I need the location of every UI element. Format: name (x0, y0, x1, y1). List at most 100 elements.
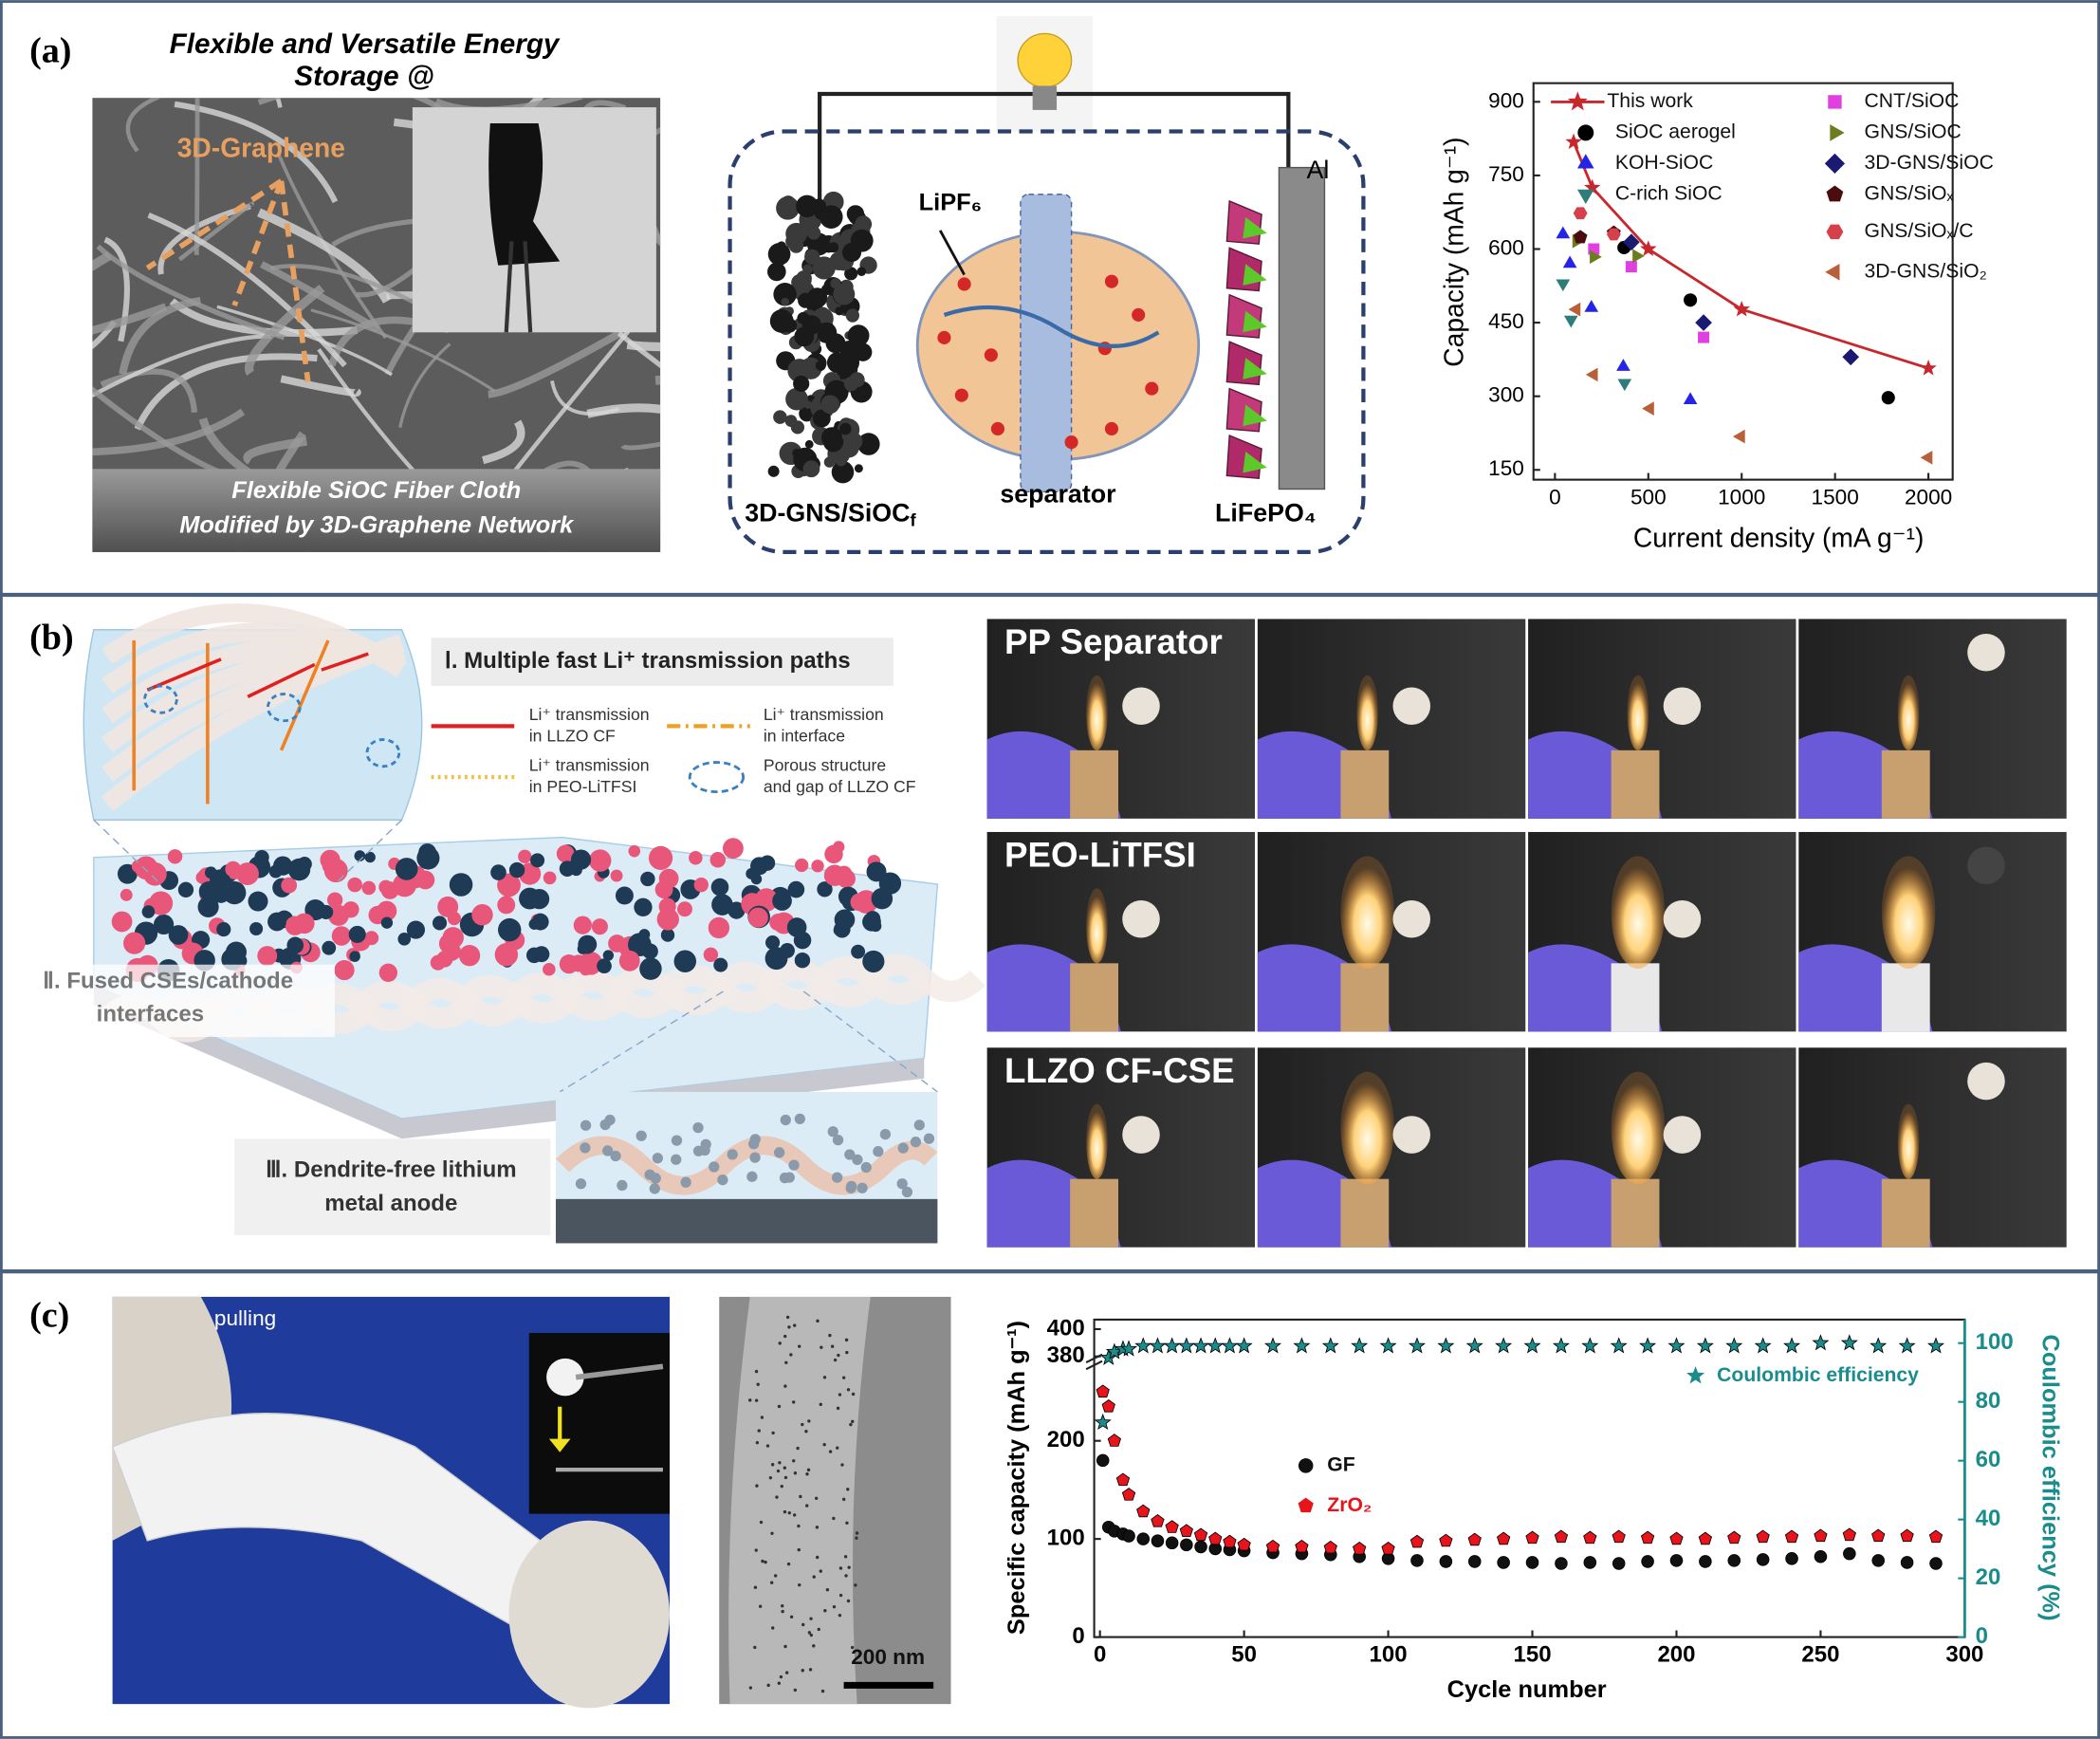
lighter (1070, 1178, 1119, 1248)
separator (1020, 194, 1073, 493)
anode-label-sub: f (911, 509, 917, 529)
caption: Flexible SiOC Fiber Cloth (231, 477, 521, 504)
pore (771, 1626, 775, 1630)
ion (984, 348, 998, 362)
particle (640, 871, 655, 887)
particle (852, 1154, 863, 1166)
data-point (1163, 1337, 1181, 1354)
x-tick-label: 100 (1370, 1642, 1408, 1668)
data-point (1812, 1334, 1830, 1351)
data-point (1563, 315, 1578, 328)
particle (788, 1159, 800, 1171)
particle (397, 932, 412, 946)
heading-box (431, 638, 893, 687)
pore (787, 1510, 791, 1515)
particle (111, 911, 133, 933)
legend-marker (1828, 95, 1842, 109)
pore (783, 1466, 787, 1470)
particle (723, 838, 744, 860)
pore (845, 1521, 849, 1525)
particle (709, 852, 727, 868)
particle (787, 880, 805, 898)
crystal (1243, 264, 1267, 286)
data-point (1439, 1555, 1453, 1568)
particle (710, 878, 729, 897)
particle (559, 954, 579, 974)
anode-flake (815, 360, 826, 371)
data-point (1698, 331, 1710, 343)
flame (1627, 675, 1649, 750)
particle (833, 841, 845, 853)
particle (578, 934, 598, 954)
pore (754, 1398, 759, 1402)
fiber-body (728, 1296, 871, 1705)
data-point (1756, 1553, 1770, 1566)
pore (783, 1509, 787, 1514)
fiber (482, 419, 525, 465)
particle (573, 916, 592, 934)
particle (692, 1145, 705, 1156)
zoom-line (334, 819, 403, 885)
panel-label: (b) (29, 618, 74, 657)
wire (1057, 91, 1291, 175)
pore (823, 1609, 827, 1613)
ion (937, 330, 951, 344)
particle (580, 1142, 591, 1154)
pore (832, 1604, 837, 1609)
pore (817, 1627, 820, 1632)
particle (786, 917, 807, 937)
particle (759, 855, 776, 871)
particle (749, 1152, 761, 1163)
particle (833, 924, 845, 936)
sample-disc (1122, 899, 1160, 938)
data-point (1814, 1528, 1828, 1543)
data-point (1565, 133, 1582, 150)
pore (748, 1398, 752, 1402)
particle (628, 844, 641, 858)
particle (364, 931, 379, 946)
data-point (1612, 1557, 1626, 1570)
anode-flake (800, 274, 812, 287)
data-point (1583, 1530, 1597, 1545)
data-point (1843, 1546, 1856, 1561)
fiber (620, 441, 661, 451)
sample-disc (1967, 846, 2005, 885)
data-point (1165, 1536, 1179, 1550)
pointer (938, 230, 966, 276)
data-point (1583, 1556, 1597, 1569)
legend-marker (1825, 263, 1840, 281)
pore (833, 1358, 838, 1362)
particle (860, 1161, 872, 1174)
pore (819, 1569, 822, 1573)
legend-marker (1576, 154, 1594, 169)
particle (167, 849, 183, 864)
data-point (1784, 1529, 1799, 1544)
sample-disc (1967, 1062, 2005, 1101)
data-point (1610, 1337, 1628, 1354)
pore (807, 1631, 812, 1635)
anode-flake (787, 359, 812, 383)
particle (827, 1126, 838, 1138)
fiber (280, 375, 361, 397)
data-point (1898, 1337, 1916, 1354)
data-point (1584, 178, 1601, 195)
particle (322, 857, 339, 874)
data-point (1733, 300, 1750, 317)
flame (1086, 675, 1108, 750)
anode-label-main: 3D-GNS/SiOC (745, 498, 910, 527)
anode-flake (767, 465, 780, 477)
data-point (1223, 1534, 1237, 1548)
particle (168, 925, 189, 945)
pore (822, 1376, 827, 1379)
data-point (1871, 1554, 1885, 1567)
pore (808, 1668, 813, 1672)
particle (693, 878, 709, 893)
data-point (1667, 1337, 1686, 1354)
particle (794, 1113, 805, 1125)
data-point (1439, 1533, 1453, 1547)
flame (1340, 856, 1394, 969)
particle (575, 1178, 587, 1190)
legend-marker (1577, 124, 1594, 141)
pore (809, 1633, 814, 1637)
